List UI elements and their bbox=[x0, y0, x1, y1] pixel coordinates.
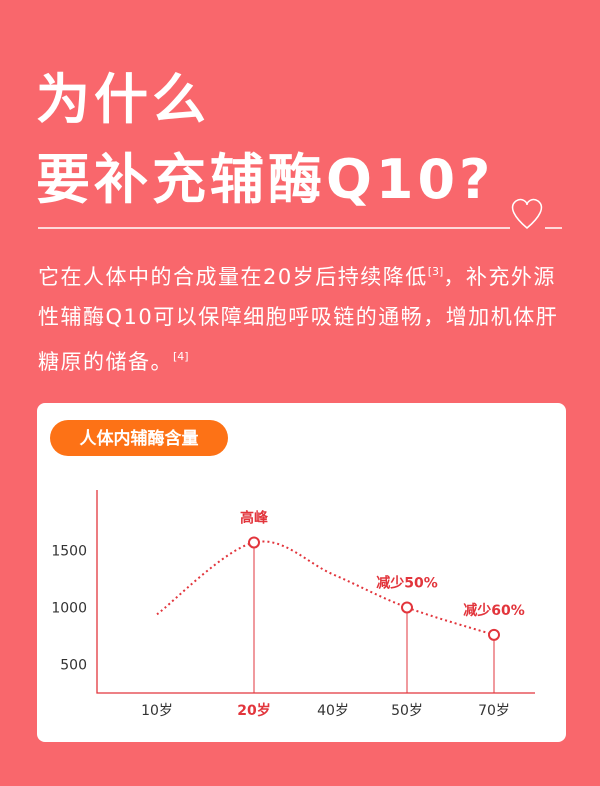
reference: [3] bbox=[427, 265, 444, 278]
y-tick-label: 1500 bbox=[51, 544, 87, 560]
title-line: 要补充辅酶Q10? bbox=[36, 148, 495, 211]
y-tick-label: 500 bbox=[60, 658, 87, 674]
point bbox=[248, 536, 260, 549]
paragraph-text: ，补充外源性辅酶Q10可以保障细胞呼吸链的通畅，增加机体肝糖原的储备。 bbox=[38, 265, 559, 374]
chart-title: 人体内辅酶含量 bbox=[80, 428, 199, 449]
y-tick-label: 1000 bbox=[51, 601, 87, 617]
point-label: 减少60% bbox=[463, 602, 525, 619]
x-tick-label: 20岁 bbox=[237, 702, 270, 719]
chart: 人体内辅酶含量 500 1000 1500 10岁 20岁 40岁 50岁 70岁 高峰减少50… bbox=[37, 403, 566, 742]
point-label: 减少50% bbox=[376, 574, 438, 591]
paragraph: 它在人体中的合成量在20岁后持续降低[3]，补充外源性辅酶Q10可以保障细胞呼吸… bbox=[38, 252, 573, 382]
x-tick-label: 40岁 bbox=[317, 703, 349, 719]
line bbox=[156, 540, 495, 636]
x-tick-label: 70岁 bbox=[478, 703, 510, 719]
point-label: 高峰 bbox=[240, 509, 269, 526]
axis bbox=[96, 490, 535, 694]
x-tick-label: 50岁 bbox=[391, 703, 423, 719]
title-line: 为什么 bbox=[36, 68, 210, 131]
decor bbox=[38, 198, 562, 229]
x-tick-label: 10岁 bbox=[141, 703, 173, 719]
paragraph-text: 它在人体中的合成量在20岁后持续降低 bbox=[38, 265, 428, 289]
point bbox=[401, 601, 413, 614]
reference: [4] bbox=[173, 350, 189, 363]
point bbox=[488, 628, 500, 641]
